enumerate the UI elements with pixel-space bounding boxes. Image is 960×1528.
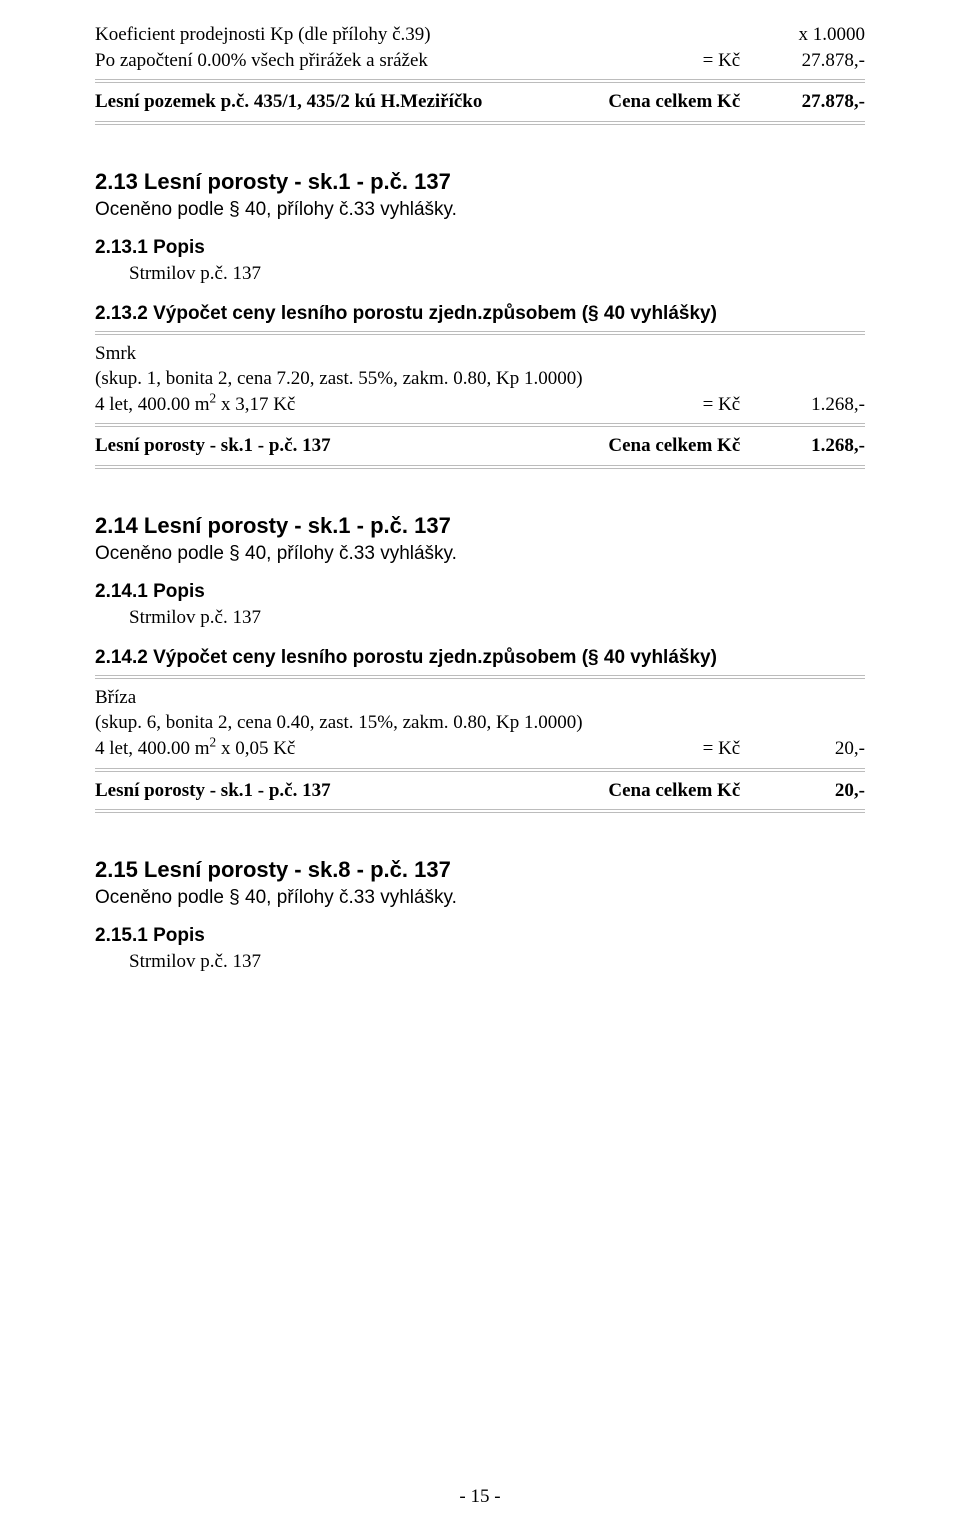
kp-line-right: x 1.0000: [799, 24, 866, 45]
rule: [95, 121, 865, 122]
sub-2-15: Oceněno podle § 40, přílohy č.33 vyhlášk…: [95, 887, 865, 909]
calc-left-b: x 3,17 Kč: [216, 394, 295, 415]
heading-2-13-1: 2.13.1 Popis: [95, 237, 865, 259]
skup-2-13: (skup. 1, bonita 2, cena 7.20, zast. 55%…: [95, 366, 865, 392]
zapocteni-eq: = Kč: [703, 50, 741, 71]
heading-2-13-2: 2.13.2 Výpočet ceny lesního porostu zjed…: [95, 303, 865, 325]
zapocteni-left: Po započtení 0.00% všech přirážek a sráž…: [95, 48, 428, 74]
rule: [95, 809, 865, 810]
popis-2-14: Strmilov p.č. 137: [95, 605, 865, 631]
top-total-left: Lesní pozemek p.č. 435/1, 435/2 kú H.Mez…: [95, 89, 482, 115]
rule: [95, 331, 865, 332]
heading-2-14: 2.14 Lesní porosty - sk.1 - p.č. 137: [95, 513, 865, 539]
kp-line: Koeficient prodejnosti Kp (dle přílohy č…: [95, 22, 865, 48]
heading-2-15-1: 2.15.1 Popis: [95, 925, 865, 947]
rule: [95, 678, 865, 679]
heading-2-15: 2.15 Lesní porosty - sk.8 - p.č. 137: [95, 857, 865, 883]
calc-row-2-14: 4 let, 400.00 m2 x 0,05 Kč = Kč 20,-: [95, 736, 865, 762]
rule: [95, 426, 865, 427]
calc-row-2-13: 4 let, 400.00 m2 x 3,17 Kč = Kč 1.268,-: [95, 392, 865, 418]
rule: [95, 79, 865, 80]
total-row-2-14: Lesní porosty - sk.1 - p.č. 137 Cena cel…: [95, 778, 865, 804]
total-row-2-13: Lesní porosty - sk.1 - p.č. 137 Cena cel…: [95, 433, 865, 459]
calc-eq: = Kč: [703, 738, 741, 759]
total-left-2-14: Lesní porosty - sk.1 - p.č. 137: [95, 778, 331, 804]
skup-2-14: (skup. 6, bonita 2, cena 0.40, zast. 15%…: [95, 710, 865, 736]
rule: [95, 465, 865, 466]
zapocteni-line: Po započtení 0.00% všech přirážek a sráž…: [95, 48, 865, 74]
species-2-14: Bříza: [95, 685, 865, 711]
calc-val: 1.268,-: [745, 392, 865, 418]
kp-line-left: Koeficient prodejnosti Kp (dle přílohy č…: [95, 22, 431, 48]
popis-2-15: Strmilov p.č. 137: [95, 949, 865, 975]
calc-eq: = Kč: [703, 394, 741, 415]
rule: [95, 82, 865, 83]
total-mid-2-13: Cena celkem Kč: [608, 435, 740, 456]
calc-left-b: x 0,05 Kč: [216, 738, 295, 759]
rule: [95, 468, 865, 469]
heading-2-13: 2.13 Lesní porosty - sk.1 - p.č. 137: [95, 169, 865, 195]
total-val-2-14: 20,-: [745, 778, 865, 804]
rule: [95, 768, 865, 769]
calc-val: 20,-: [745, 736, 865, 762]
rule: [95, 423, 865, 424]
rule: [95, 334, 865, 335]
rule: [95, 771, 865, 772]
top-total-row: Lesní pozemek p.č. 435/1, 435/2 kú H.Mez…: [95, 89, 865, 115]
total-mid-2-14: Cena celkem Kč: [608, 780, 740, 801]
total-left-2-13: Lesní porosty - sk.1 - p.č. 137: [95, 433, 331, 459]
calc-left-a: 4 let, 400.00 m: [95, 394, 210, 415]
species-2-13: Smrk: [95, 341, 865, 367]
popis-2-13: Strmilov p.č. 137: [95, 261, 865, 287]
heading-2-14-2: 2.14.2 Výpočet ceny lesního porostu zjed…: [95, 647, 865, 669]
zapocteni-val: 27.878,-: [745, 48, 865, 74]
rule: [95, 675, 865, 676]
heading-2-14-1: 2.14.1 Popis: [95, 581, 865, 603]
rule: [95, 124, 865, 125]
top-total-val: 27.878,-: [745, 89, 865, 115]
calc-left-a: 4 let, 400.00 m: [95, 738, 210, 759]
total-val-2-13: 1.268,-: [745, 433, 865, 459]
sub-2-14: Oceněno podle § 40, přílohy č.33 vyhlášk…: [95, 543, 865, 565]
top-total-mid: Cena celkem Kč: [608, 91, 740, 112]
sub-2-13: Oceněno podle § 40, přílohy č.33 vyhlášk…: [95, 199, 865, 221]
rule: [95, 812, 865, 813]
page-number: - 15 -: [0, 1486, 960, 1508]
